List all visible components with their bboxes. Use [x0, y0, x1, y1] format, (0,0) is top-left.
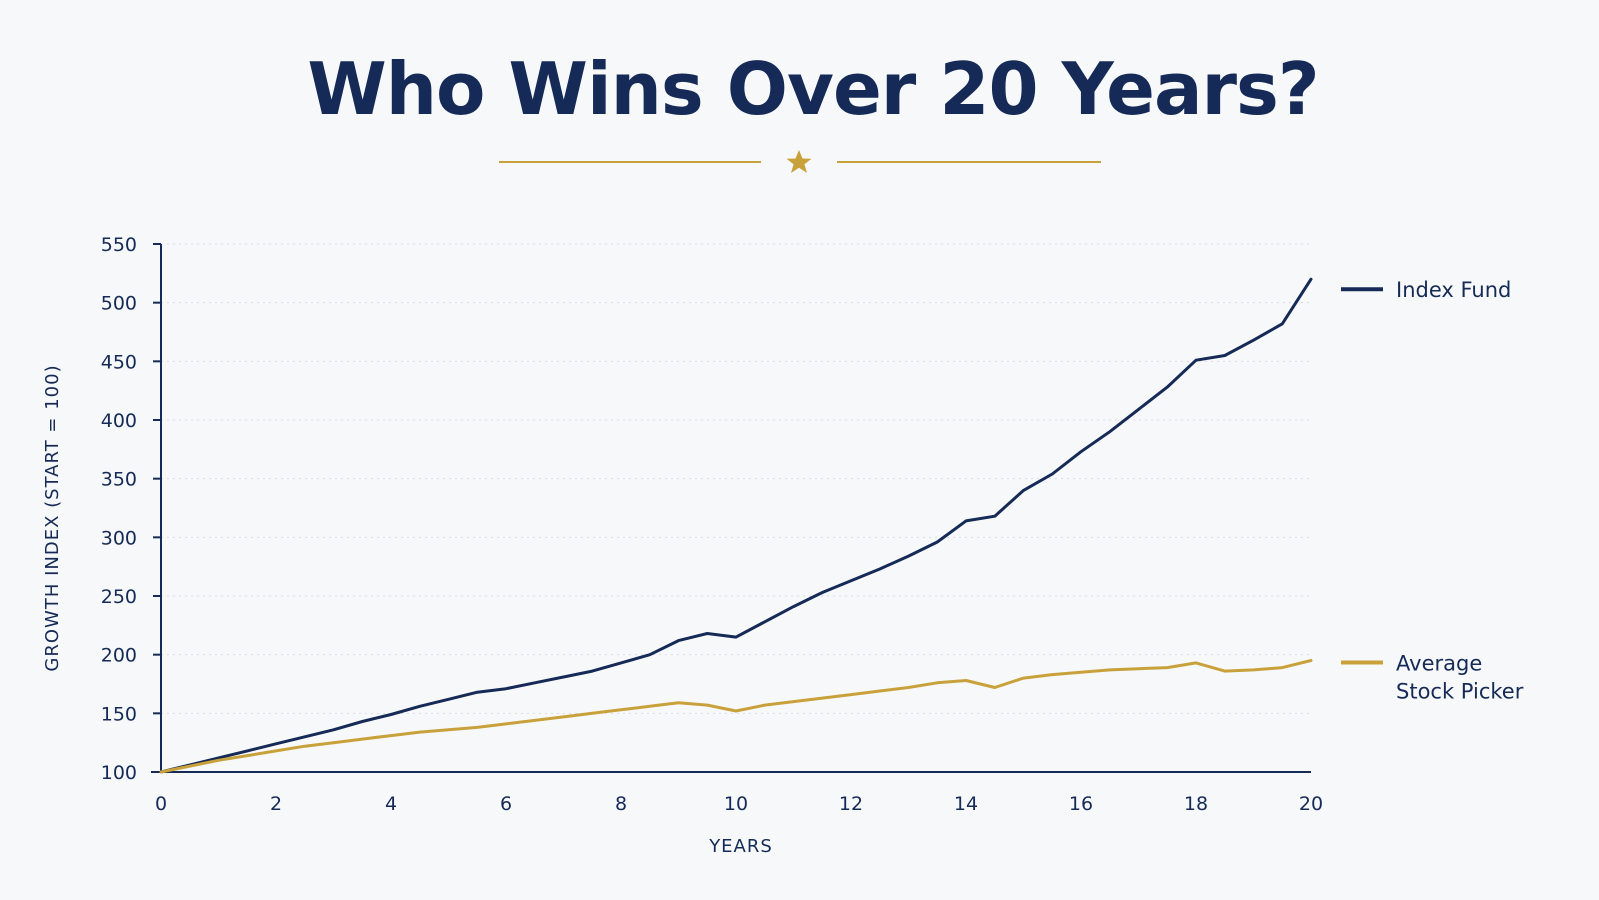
x-tick-label: 20 [1299, 793, 1323, 815]
y-tick-label: 500 [101, 293, 137, 315]
y-tick-label: 100 [101, 762, 137, 784]
y-tick-label: 200 [101, 645, 137, 667]
y-tick-label: 350 [101, 469, 137, 491]
x-tick-label: 6 [500, 793, 512, 815]
title-divider [499, 150, 1101, 173]
x-tick-label: 0 [155, 793, 167, 815]
series-line-index-fund [159, 277, 1313, 774]
x-tick-label: 12 [839, 793, 863, 815]
x-tick-label: 16 [1069, 793, 1093, 815]
y-tick-label: 450 [101, 351, 137, 373]
legend-label: Index Fund [1396, 278, 1511, 302]
y-tick-label: 550 [101, 234, 137, 256]
legend: Index Fund Average Stock Picker [1341, 278, 1524, 704]
x-tick-label: 2 [270, 793, 282, 815]
y-axis: 100 150 200 250 300 350 400 450 500 550 [101, 234, 162, 784]
x-axis: 0 2 4 6 8 10 12 14 16 18 20 [151, 771, 1323, 815]
y-tick-label: 250 [101, 586, 137, 608]
y-tick-label: 300 [101, 527, 137, 549]
x-tick-label: 4 [385, 793, 397, 815]
y-axis-label: GROWTH INDEX (START = 100) [42, 364, 63, 671]
x-axis-label: YEARS [708, 836, 773, 857]
series-line-average-stock-picker [159, 659, 1313, 774]
x-tick-label: 18 [1184, 793, 1208, 815]
grid-lines [161, 243, 1311, 714]
x-tick-label: 8 [615, 793, 627, 815]
x-tick-label: 10 [724, 793, 748, 815]
legend-label: Average [1396, 652, 1482, 676]
series-lines [159, 277, 1313, 774]
y-tick-label: 400 [101, 410, 137, 432]
legend-label: Stock Picker [1396, 680, 1524, 704]
x-tick-label: 14 [954, 793, 978, 815]
y-tick-label: 150 [101, 703, 137, 725]
star-icon [786, 150, 812, 173]
chart-title: Who Wins Over 20 Years? [307, 47, 1319, 131]
